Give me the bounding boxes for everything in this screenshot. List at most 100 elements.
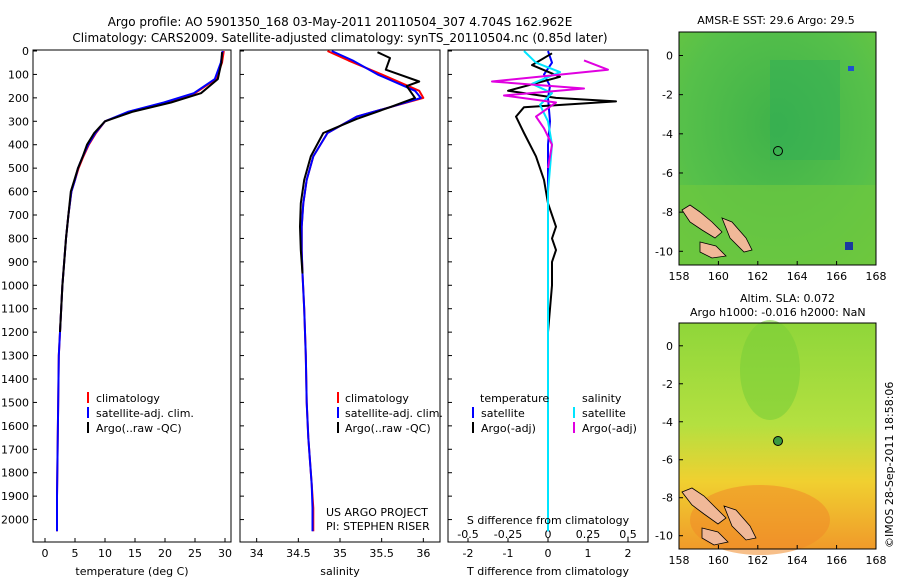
salinity-panel-frame — [239, 49, 441, 543]
title-line-2: Climatology: CARS2009. Satellite-adjuste… — [72, 31, 607, 45]
x-tick-label: 10 — [98, 547, 112, 560]
sla-map-title-2: Argo h1000: -0.016 h2000: NaN — [690, 306, 866, 319]
depth-tick-label: 2000 — [1, 514, 29, 527]
legend-label-temp-satellite: satellite — [481, 407, 525, 420]
sla-map-island — [723, 505, 757, 541]
top-tick-label: 0 — [545, 528, 552, 541]
sst-map-island — [681, 204, 723, 239]
title-line-1: Argo profile: AO 5901350_168 03-May-2011… — [108, 15, 573, 29]
depth-tick-label: 1300 — [1, 350, 29, 363]
series-line — [59, 52, 223, 333]
x-tick-label: 1 — [585, 547, 592, 560]
lon-tick-label: 162 — [747, 554, 768, 567]
lat-tick-label: -6 — [662, 454, 673, 467]
depth-tick-label: 600 — [8, 186, 29, 199]
sst-map-cool-patch — [770, 60, 840, 160]
sst-map — [678, 31, 877, 266]
salinity-series — [299, 50, 425, 532]
difference-x-axis: -2 -1 0 1 2 -0.5 -0.25 0 0.25 0.5 — [457, 528, 636, 560]
series-line — [299, 51, 421, 274]
project-note-2: PI: STEPHEN RISER — [326, 520, 430, 533]
temperature-x-axis: 0 5 10 15 20 25 30 — [42, 538, 232, 560]
depth-tick-label: 1800 — [1, 467, 29, 480]
temperature-xlabel: temperature (deg C) — [75, 565, 188, 578]
x-tick-label: 35 — [333, 547, 347, 560]
sla-map — [678, 320, 877, 555]
legend-label-climatology: climatology — [345, 392, 409, 405]
x-tick-label: 2 — [625, 547, 632, 560]
x-tick-label: 15 — [128, 547, 142, 560]
sst-map-island — [699, 241, 727, 259]
depth-tick-label: 0 — [22, 45, 29, 58]
lat-tick-label: -6 — [662, 167, 673, 180]
legend-label-climatology: climatology — [96, 392, 160, 405]
x-tick-label: 25 — [188, 547, 202, 560]
depth-tick-label: 900 — [8, 256, 29, 269]
top-tick-label: 0.25 — [576, 528, 601, 541]
depth-tick-label: 1500 — [1, 396, 29, 409]
legend-label-sal-satellite: satellite — [582, 407, 626, 420]
sst-map-island — [721, 217, 753, 253]
sla-map-title-1: Altim. SLA: 0.072 — [740, 292, 835, 305]
sst-map-missing-cell — [845, 242, 853, 250]
salinity-xlabel: salinity — [320, 565, 360, 578]
sst-map-title: AMSR-E SST: 29.6 Argo: 29.5 — [697, 14, 855, 27]
difference-legend: temperature salinity satellite Argo(-adj… — [472, 392, 637, 435]
lat-tick-label: 0 — [666, 49, 673, 62]
x-tick-label: 0 — [42, 547, 49, 560]
x-tick-label: 20 — [158, 547, 172, 560]
legend-label-temp-argo: Argo(-adj) — [481, 422, 536, 435]
lat-tick-label: -10 — [655, 530, 673, 543]
temperature-panel-frame — [32, 49, 232, 543]
depth-tick-label: 700 — [8, 209, 29, 222]
depth-tick-label: 1900 — [1, 490, 29, 503]
x-tick-label: 0 — [545, 547, 552, 560]
lat-tick-label: -8 — [662, 206, 673, 219]
lon-tick-label: 158 — [669, 270, 690, 283]
x-tick-label: 34.5 — [286, 547, 311, 560]
salinity-x-axis: 34 34.5 35 35.5 36 — [250, 538, 430, 560]
depth-tick-label: 500 — [8, 162, 29, 175]
depth-tick-label: 1100 — [1, 303, 29, 316]
lat-tick-label: -4 — [662, 128, 673, 141]
x-tick-label: 30 — [218, 547, 232, 560]
depth-tick-label: 400 — [8, 139, 29, 152]
top-tick-label: -0.25 — [494, 528, 522, 541]
lon-tick-label: 158 — [669, 554, 690, 567]
sst-argo-location — [773, 146, 783, 156]
lat-tick-label: 0 — [666, 340, 673, 353]
lat-tick-label: -2 — [662, 89, 673, 102]
legend-label-sal-argo: Argo(-adj) — [582, 422, 637, 435]
legend-title-salinity: salinity — [582, 392, 622, 405]
depth-tick-label: 1000 — [1, 279, 29, 292]
lon-tick-label: 164 — [787, 554, 808, 567]
sst-map-axes: 158 160 162 164 166 168 0 -2 -4 -6 -8 -10 — [655, 49, 886, 283]
lat-tick-label: -4 — [662, 416, 673, 429]
depth-axis: 0 100 200 300 400 500 600 700 800 900 1000 1100 1200… — [1, 45, 452, 527]
lon-tick-label: 164 — [787, 270, 808, 283]
series-line — [523, 50, 561, 532]
lat-tick-label: -10 — [655, 245, 673, 258]
lon-tick-label: 166 — [826, 554, 847, 567]
legend-label-satellite: satellite-adj. clim. — [96, 407, 194, 420]
x-tick-label: -2 — [463, 547, 474, 560]
sst-map-missing-cell — [848, 66, 854, 71]
top-tick-label: -0.5 — [457, 528, 478, 541]
x-tick-label: 36 — [416, 547, 430, 560]
top-tick-label: 0.5 — [619, 528, 637, 541]
lat-tick-label: -8 — [662, 492, 673, 505]
depth-tick-label: 800 — [8, 232, 29, 245]
legend-label-satellite: satellite-adj. clim. — [345, 407, 443, 420]
salinity-legend: climatology satellite-adj. clim. Argo(..… — [337, 392, 443, 435]
sla-map-axes: 158 160 162 164 166 168 0 -2 -4 -6 -8 -10 — [655, 340, 886, 567]
lon-tick-label: 160 — [708, 270, 729, 283]
lon-tick-label: 160 — [708, 554, 729, 567]
depth-tick-label: 300 — [8, 115, 29, 128]
sst-map-frame — [678, 31, 877, 266]
temperature-legend: climatology satellite-adj. clim. Argo(..… — [87, 392, 194, 435]
lon-tick-label: 168 — [866, 270, 887, 283]
legend-title-temperature: temperature — [480, 392, 549, 405]
project-note-1: US ARGO PROJECT — [326, 506, 428, 519]
x-tick-label: 35.5 — [369, 547, 394, 560]
